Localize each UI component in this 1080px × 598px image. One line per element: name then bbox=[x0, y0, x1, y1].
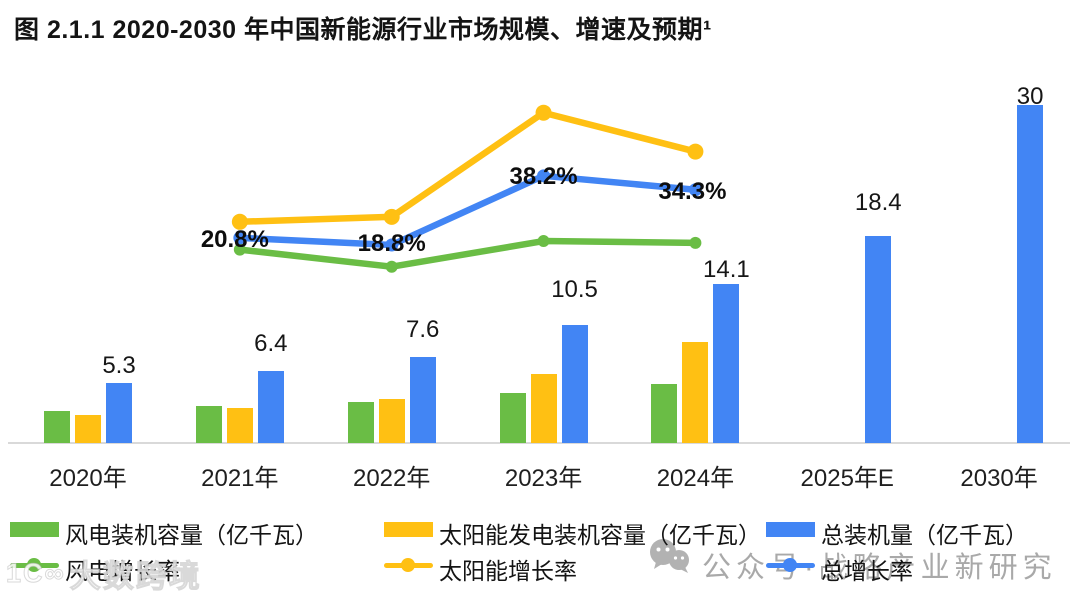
bar-solar-2022年 bbox=[378, 399, 405, 443]
bar-total-2025年E bbox=[865, 235, 892, 443]
bar-solar-2023年 bbox=[530, 374, 557, 443]
bar-total-2022年 bbox=[409, 357, 436, 443]
bar-total-2024年 bbox=[713, 284, 740, 443]
legend-bar-swatch bbox=[384, 522, 433, 537]
marker-total_growth bbox=[537, 169, 551, 183]
dashukuajing-logo-icon: 1С∞ bbox=[6, 558, 66, 589]
growth-rate-label: 20.8% bbox=[200, 225, 269, 253]
legend-item-1-0: 太阳能发电装机容量（亿千瓦） bbox=[384, 518, 761, 548]
x-axis-label-2025年E: 2025年E bbox=[800, 465, 894, 492]
marker-solar_growth bbox=[231, 213, 248, 230]
x-axis-label-2024年: 2024年 bbox=[656, 465, 735, 492]
bar-value-label: 7.6 bbox=[406, 316, 440, 344]
x-axis-label-2030年: 2030年 bbox=[960, 465, 1038, 492]
x-axis-line bbox=[8, 442, 1070, 444]
bar-value-label: 30 bbox=[1016, 82, 1044, 110]
bar-value-label: 6.4 bbox=[254, 329, 288, 357]
plot-area: 5.3 6.4 7.6 10.5 14.1 18.4 30 20.8% 18.8% 38.2% 34… bbox=[8, 82, 1070, 492]
marker-solar_growth bbox=[383, 208, 400, 225]
bar-wind-2024年 bbox=[651, 384, 678, 443]
bar-value-label: 5.3 bbox=[102, 352, 136, 380]
legend-line-swatch bbox=[384, 563, 433, 568]
dashukuajing-watermark: 1С∞ 大数跨境 bbox=[6, 551, 202, 596]
bar-solar-2021年 bbox=[226, 408, 253, 443]
marker-wind_growth bbox=[385, 260, 398, 273]
marker-wind_growth bbox=[689, 236, 702, 249]
bar-wind-2021年 bbox=[195, 405, 222, 443]
line-total_growth bbox=[236, 172, 699, 249]
line-solar_growth bbox=[236, 109, 699, 226]
growth-rate-label: 18.8% bbox=[357, 229, 426, 257]
legend-line-marker bbox=[401, 558, 415, 572]
wechat-icon bbox=[650, 539, 689, 573]
bar-wind-2023年 bbox=[499, 393, 526, 443]
growth-rate-label: 38.2% bbox=[509, 162, 578, 190]
bar-wind-2020年 bbox=[44, 411, 70, 443]
wechat-watermark-text: 公众号·战略产业新研究 bbox=[702, 552, 1057, 584]
bar-total-2021年 bbox=[257, 370, 284, 443]
bar-solar-2020年 bbox=[75, 414, 101, 443]
bar-solar-2024年 bbox=[682, 341, 709, 443]
bar-value-label: 14.1 bbox=[703, 256, 750, 284]
bar-wind-2022年 bbox=[347, 402, 374, 443]
marker-wind_growth bbox=[233, 243, 246, 256]
marker-wind_growth bbox=[537, 235, 550, 248]
marker-total_growth bbox=[233, 231, 247, 245]
growth-lines bbox=[231, 104, 704, 273]
chart-title: 图 2.1.1 2020-2030 年中国新能源行业市场规模、增速及预期¹ bbox=[14, 16, 712, 44]
legend-item-0-0: 风电装机容量（亿千瓦） bbox=[10, 518, 380, 548]
legend-item-1-1: 太阳能增长率 bbox=[384, 554, 754, 584]
x-axis-label-2020年: 2020年 bbox=[49, 465, 127, 492]
x-axis-label-2023年: 2023年 bbox=[504, 465, 583, 492]
legend-bar-swatch bbox=[10, 522, 59, 537]
legend-label: 风电装机容量（亿千瓦） bbox=[65, 522, 318, 548]
marker-solar_growth bbox=[687, 143, 704, 160]
line-wind_growth bbox=[236, 237, 699, 270]
marker-solar_growth bbox=[535, 104, 552, 121]
marker-total_growth bbox=[688, 183, 702, 197]
bar-value-label: 10.5 bbox=[551, 275, 598, 303]
wechat-watermark: 公众号·战略产业新研究 bbox=[646, 538, 1052, 584]
bar-total-2023年 bbox=[561, 324, 588, 443]
legend-label: 太阳能增长率 bbox=[439, 558, 577, 584]
bar-value-label: 18.4 bbox=[854, 188, 902, 216]
bar-total-2020年 bbox=[106, 383, 132, 443]
legend-bar-swatch bbox=[766, 522, 815, 537]
growth-rate-label: 34.3% bbox=[658, 177, 727, 205]
bar-total-2030年 bbox=[1017, 104, 1044, 443]
marker-total_growth bbox=[385, 238, 399, 252]
dashukuajing-watermark-text: 大数跨境 bbox=[69, 559, 202, 595]
x-axis-label-2022年: 2022年 bbox=[352, 465, 431, 492]
x-axis-label-2021年: 2021年 bbox=[201, 465, 279, 492]
